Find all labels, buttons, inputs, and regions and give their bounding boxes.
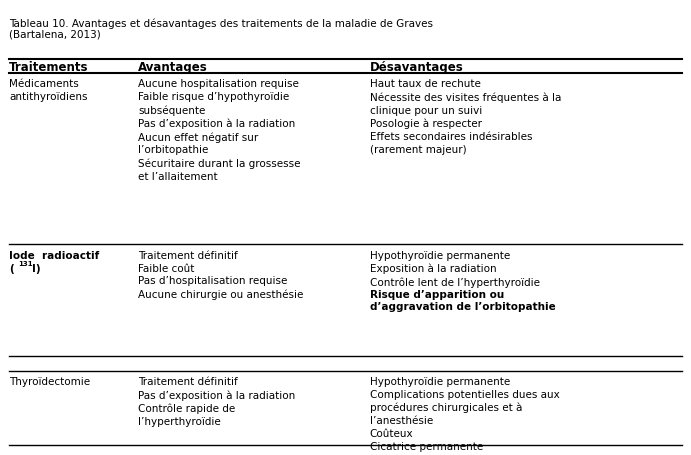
Text: Thyroïdectomie: Thyroïdectomie <box>9 376 90 386</box>
Text: Traitement définitif
Faible coût
Pas d’hospitalisation requise
Aucune chirurgie : Traitement définitif Faible coût Pas d’h… <box>138 250 303 299</box>
Text: Aucune hospitalisation requise
Faible risque d’hypothyroïdie
subséquente
Pas d’e: Aucune hospitalisation requise Faible ri… <box>138 79 301 181</box>
Text: Avantages: Avantages <box>138 61 208 73</box>
Text: (: ( <box>9 263 14 273</box>
Text: Hypothyroïdie permanente
Exposition à la radiation
Contrôle lent de l’hyperthyro: Hypothyroïdie permanente Exposition à la… <box>370 250 540 287</box>
Text: Traitements: Traitements <box>9 61 88 73</box>
Text: I): I) <box>32 263 41 273</box>
Text: Désavantages: Désavantages <box>370 61 464 73</box>
Text: Haut taux de rechute
Nécessite des visites fréquentes à la
clinique pour un suiv: Haut taux de rechute Nécessite des visit… <box>370 79 561 154</box>
Text: Hypothyroïdie permanente
Complications potentielles dues aux
procédures chirurgi: Hypothyroïdie permanente Complications p… <box>370 376 560 451</box>
Text: Risque d’apparition ou
d’aggravation de l’orbitopathie: Risque d’apparition ou d’aggravation de … <box>370 289 556 312</box>
Text: (Bartalena, 2013): (Bartalena, 2013) <box>9 30 101 40</box>
Text: Tableau 10. Avantages et désavantages des traitements de la maladie de Graves: Tableau 10. Avantages et désavantages de… <box>9 18 433 29</box>
Text: Traitement définitif
Pas d’exposition à la radiation
Contrôle rapide de
l’hypert: Traitement définitif Pas d’exposition à … <box>138 376 296 426</box>
Text: Médicaments
antithyroïdiens: Médicaments antithyroïdiens <box>9 79 88 102</box>
Text: 131: 131 <box>18 261 32 267</box>
Text: Iode  radioactif: Iode radioactif <box>9 250 100 260</box>
